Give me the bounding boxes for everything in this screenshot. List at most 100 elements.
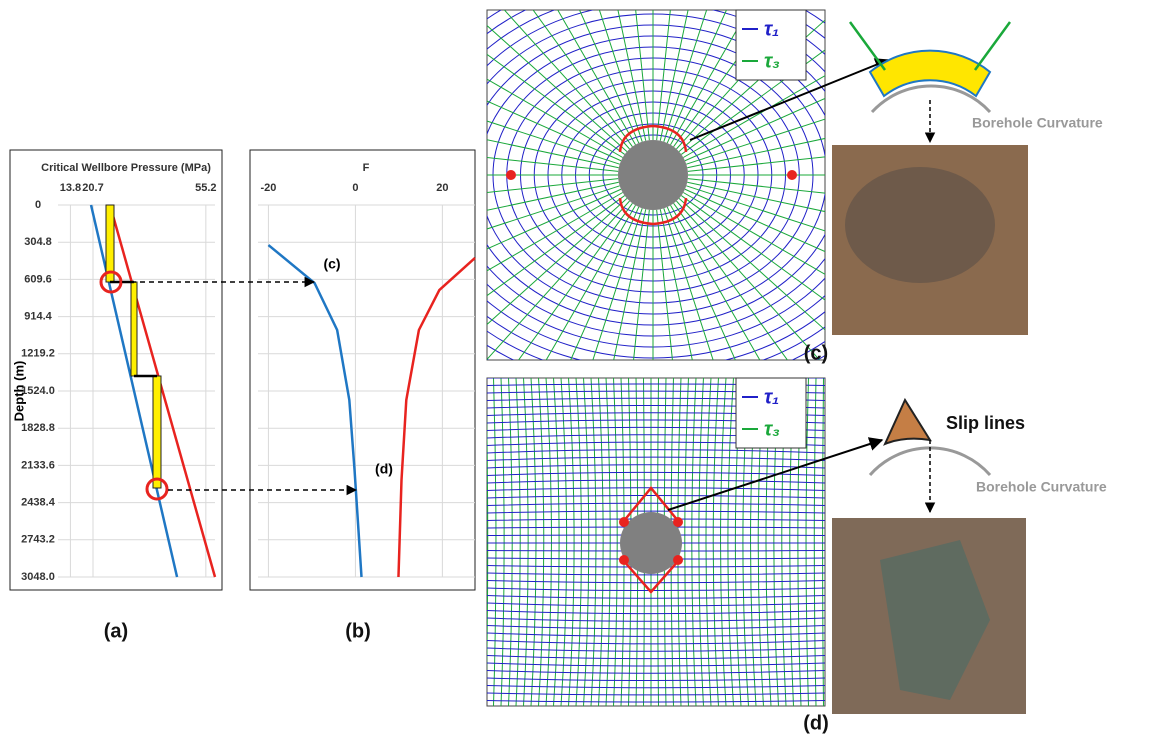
x-tick-label: 13.8: [60, 182, 81, 194]
tau1-line: [487, 685, 825, 689]
tau3-line: [545, 205, 636, 360]
annotation: (c): [323, 256, 340, 272]
y-tick-label: 2743.2: [21, 534, 55, 546]
tau3-line: [578, 10, 640, 144]
tau3-line: [532, 10, 633, 147]
tau3-line: [487, 404, 489, 680]
chart-a-frame: [9, 149, 223, 591]
charts: Critical Wellbore Pressure (MPa) 0 304.8 60…: [11, 162, 476, 583]
tau1-line: [487, 456, 825, 461]
tau1-line: [487, 494, 825, 499]
tau3-line: [557, 10, 636, 145]
tau3-line: [487, 100, 622, 162]
tau1-line: [487, 580, 825, 584]
borehole: [618, 140, 688, 210]
chart-title: Critical Wellbore Pressure (MPa): [41, 162, 211, 174]
y-tick-label: 609.6: [24, 273, 52, 285]
tau1-line: [487, 510, 825, 514]
tau3-line: [727, 378, 734, 706]
rock-photo-detail: [880, 540, 990, 700]
curvature: [870, 84, 992, 114]
y-tick-label: 1219.2: [21, 348, 55, 360]
tau3-line: [487, 53, 625, 155]
tau3-line: [613, 209, 647, 360]
tau3-line: [678, 19, 825, 152]
tau3-line: [686, 185, 825, 232]
slip-line-grid: [479, 378, 825, 717]
chart-b-frame: [249, 149, 476, 591]
tau3-line: [487, 192, 623, 272]
y-tick-label: 1828.8: [21, 422, 55, 434]
tau3-line: [487, 200, 630, 360]
tau3-line: [666, 206, 736, 360]
tau3-line: [691, 378, 697, 706]
tau3-line: [487, 78, 623, 158]
tau3-line: [678, 198, 825, 331]
tau3-line: [687, 137, 825, 169]
tau1-line: [487, 716, 825, 717]
tau3-line: [684, 188, 825, 253]
tau3-line: [487, 24, 628, 152]
tau3-line: [687, 156, 825, 172]
window-bar: [105, 204, 115, 283]
slip-wedge: [883, 397, 933, 446]
tau3-line: [605, 378, 611, 706]
x-tick-label: 20: [436, 182, 448, 194]
tau3-line: [598, 378, 604, 706]
tau3-line: [568, 378, 575, 706]
tau3-line: [670, 10, 749, 145]
tau3-line: [517, 203, 633, 360]
tau1-line: [487, 662, 825, 667]
marker-circle: [145, 477, 169, 501]
tau3-line: [684, 378, 689, 706]
tau3-line: [712, 378, 719, 706]
point: [673, 517, 683, 527]
failure-sketch: [868, 49, 992, 98]
failure-zone: [622, 486, 680, 594]
tau3-line: [663, 10, 708, 142]
slip-line-grid: [487, 10, 825, 360]
point: [673, 555, 683, 565]
panel-label: (b): [345, 620, 371, 642]
rock-photo-detail: [845, 167, 995, 283]
tau3-line: [683, 192, 825, 275]
legend-box: [735, 377, 807, 449]
tau3-line: [676, 200, 821, 360]
tau3-line: [666, 10, 728, 144]
tau3-line: [487, 139, 619, 169]
tau3-line: [503, 10, 630, 150]
tau1-line: [487, 647, 825, 652]
y-tick-label: 2438.4: [21, 497, 56, 509]
tau1-line: [487, 625, 825, 630]
tau3-line: [575, 378, 582, 706]
data-line: [397, 257, 476, 578]
tau3-line: [479, 378, 480, 706]
tau3-line: [681, 49, 825, 155]
tau3-line: [487, 157, 619, 172]
tau3-line: [613, 378, 618, 706]
sketch-lines: [848, 21, 1012, 71]
annotation: (d): [375, 461, 393, 477]
tau3-line: [633, 209, 650, 360]
tau3-line: [487, 120, 620, 165]
tau3-line: [687, 181, 825, 213]
tau3-line: [684, 97, 825, 162]
tau1-line: [487, 479, 825, 484]
y-axis-label: Depth (m): [11, 361, 26, 422]
tau3-line: [487, 185, 620, 230]
tau3-line: [617, 10, 647, 141]
tau1-line: [487, 572, 825, 576]
failure-zone: [618, 124, 688, 226]
y-tick-label: 3048.0: [21, 571, 55, 583]
tau3-line: [686, 118, 825, 165]
tau1-line: [487, 595, 825, 599]
tau3-line: [515, 378, 521, 706]
point: [506, 170, 516, 180]
x-tick-label: -20: [260, 182, 276, 194]
tau3-line: [590, 378, 597, 706]
tau3-line: [673, 203, 789, 360]
borehole: [620, 512, 682, 574]
tau3-line: [570, 206, 640, 360]
slip-label: Slip lines: [946, 413, 1025, 433]
window-bar: [130, 281, 138, 377]
